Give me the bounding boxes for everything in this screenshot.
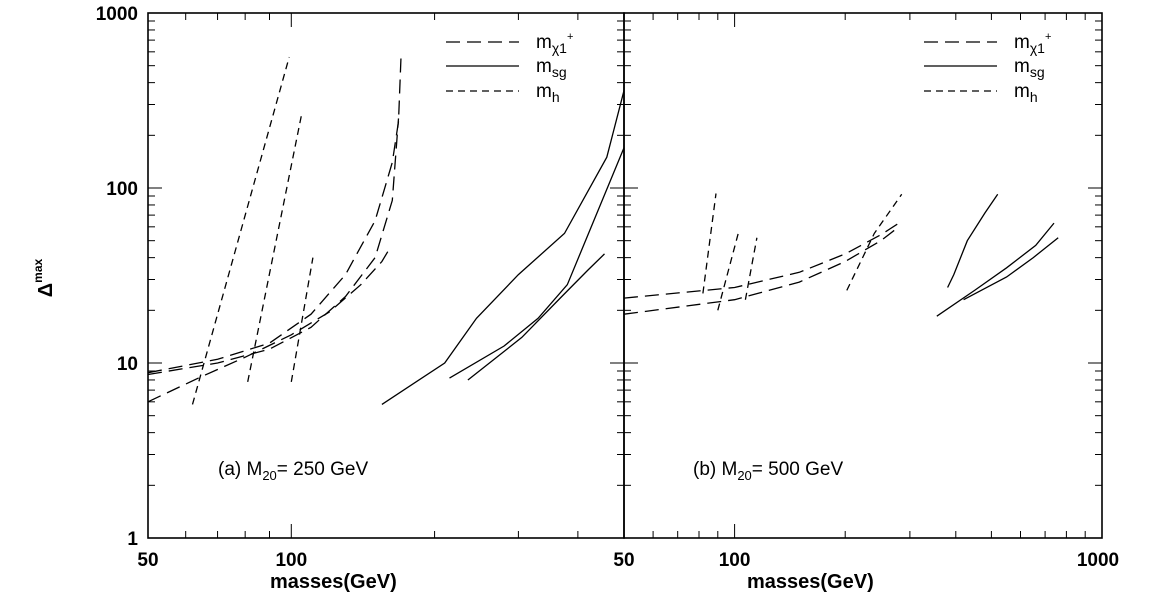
legend-entry: msg — [1014, 56, 1045, 80]
panel-a: 50 100 1 10 100 1000 (a) M20= 250 GeV mχ1+msg… — [96, 4, 625, 593]
series-line-short-dash — [290, 257, 314, 383]
series-line-long-dash — [147, 250, 390, 403]
panel-b-x-axis-label: masses(GeV) — [747, 571, 874, 593]
series-line-solid — [449, 147, 625, 379]
y-tick-label: 1000 — [96, 4, 138, 25]
series-line-short-dash — [191, 56, 290, 405]
panel-a-curves — [147, 56, 625, 405]
series-line-short-dash — [846, 193, 903, 291]
x-tick-label: 1000 — [1077, 550, 1119, 571]
y-tick-label: 1 — [127, 529, 138, 550]
x-tick-label: 50 — [613, 550, 634, 571]
panel-b-frame — [623, 12, 1103, 539]
series-line-short-dash — [744, 237, 758, 300]
series-line-short-dash — [717, 229, 740, 311]
series-line-long-dash — [623, 222, 900, 299]
x-tick-label: 100 — [275, 550, 307, 571]
legend-entry: mh — [1014, 81, 1038, 105]
legend-entry: mχ1+ — [536, 31, 573, 56]
series-line-solid — [936, 222, 1055, 317]
x-tick-label: 100 — [719, 550, 751, 571]
panel-a-x-axis-label: masses(GeV) — [270, 571, 397, 593]
series-line-long-dash — [147, 57, 402, 374]
panel-a-tick-labels: 50 100 1 10 100 1000 — [96, 4, 307, 571]
y-tick-label: 10 — [117, 354, 138, 375]
series-line-short-dash — [247, 115, 303, 383]
panel-b-tick-labels: 50 100 1000 — [613, 550, 1119, 571]
panel-b-ticks — [623, 13, 1103, 539]
legend-entry: msg — [536, 56, 567, 80]
y-tick-label: 100 — [106, 179, 138, 200]
panel-a-ticks — [147, 13, 625, 539]
series-line-solid — [947, 193, 999, 288]
series-line-solid — [963, 237, 1059, 301]
panel-b-label: (b) M20= 500 GeV — [693, 459, 843, 483]
panel-b-curves — [623, 193, 1059, 317]
x-tick-label: 50 — [137, 550, 158, 571]
series-line-short-dash — [702, 193, 717, 294]
legend-entry: mχ1+ — [1014, 31, 1051, 56]
series-line-long-dash — [623, 226, 900, 315]
legend-entry: mh — [536, 81, 560, 105]
series-line-solid — [467, 253, 605, 381]
series-line-solid — [381, 90, 625, 405]
panel-a-label: (a) M20= 250 GeV — [218, 459, 368, 483]
y-axis-label: Δmax — [31, 258, 57, 297]
